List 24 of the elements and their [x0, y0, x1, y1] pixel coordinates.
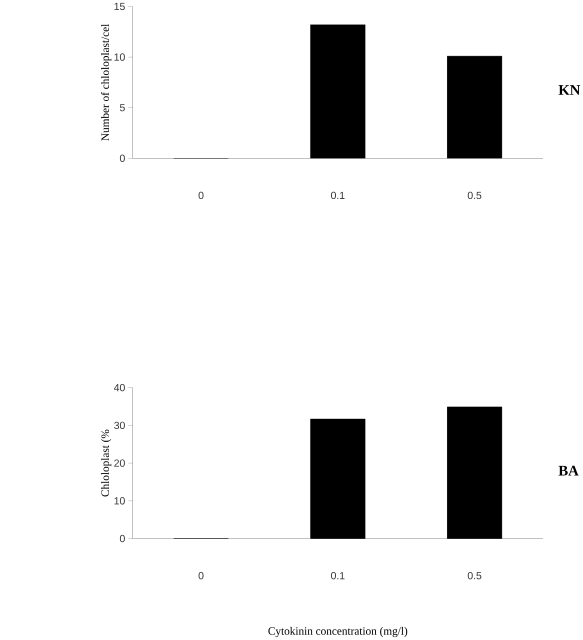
bar — [310, 418, 366, 539]
y-axis-title: Chloloplast (% — [100, 430, 112, 497]
y-tick-label: 0 — [120, 534, 125, 542]
x-tick-label: 0.1 — [330, 572, 344, 580]
text: KN — [558, 85, 580, 95]
y-tick-label: 10 — [114, 53, 125, 61]
y-tick-label: 0 — [120, 154, 125, 162]
x-tick-label: 0.5 — [468, 572, 482, 580]
y-axis-title: Number of chloloplast/cel — [100, 24, 112, 141]
bar — [310, 24, 366, 158]
y-tick-label: 15 — [114, 2, 125, 10]
x-tick-label: 0.5 — [468, 192, 482, 200]
x-tick-label: 0 — [198, 192, 204, 200]
x-axis-title: Cytokinin concentration (mg/l) — [268, 626, 408, 638]
bar — [446, 56, 502, 158]
y-tick-label: 10 — [114, 497, 125, 505]
y-tick-label: 5 — [120, 104, 125, 112]
text: BA — [558, 466, 579, 476]
y-tick-label: 30 — [114, 422, 125, 430]
y-tick-label: 20 — [114, 459, 125, 467]
x-tick-label: 0.1 — [330, 192, 344, 200]
bar — [446, 406, 502, 539]
y-tick-label: 40 — [114, 384, 125, 392]
x-tick-label: 0 — [198, 572, 204, 580]
